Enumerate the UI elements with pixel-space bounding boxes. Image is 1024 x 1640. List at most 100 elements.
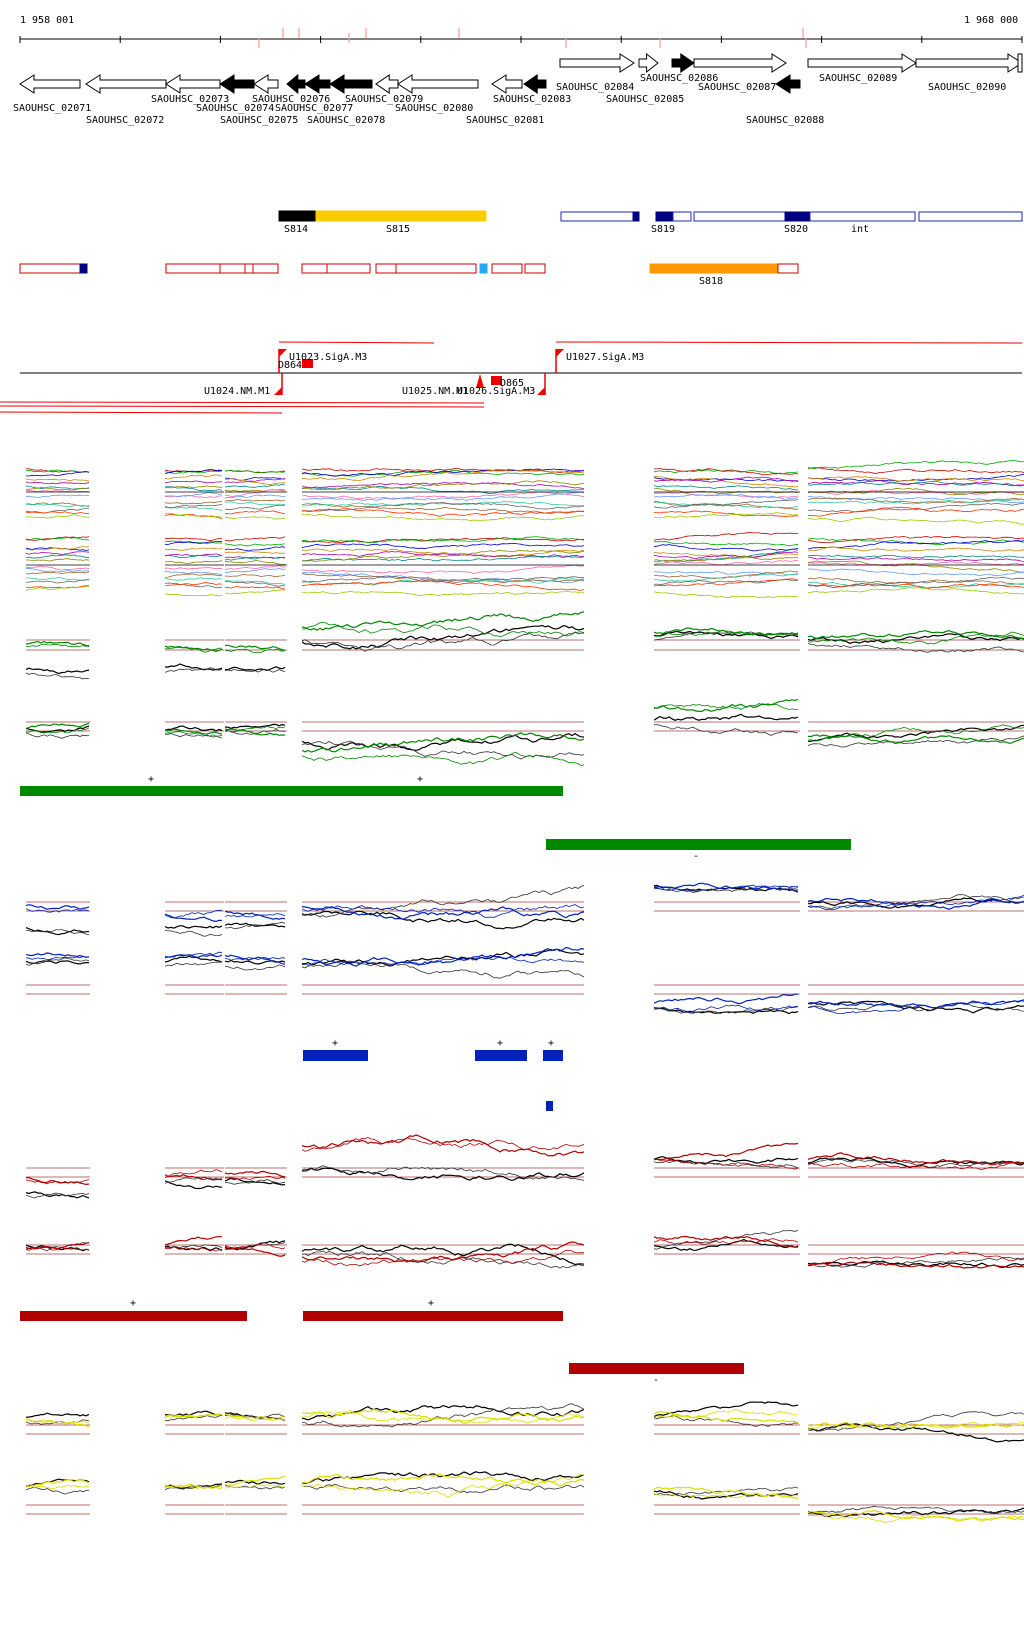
profile-line (302, 543, 584, 550)
multi-profile (165, 469, 224, 520)
profile-line-reference (26, 1192, 90, 1199)
gene-label: SAOUHSC_02075 (220, 115, 298, 126)
profile-line-reference (26, 732, 90, 739)
profile-line (808, 498, 1024, 505)
profile-line (808, 554, 1024, 559)
profile-line (302, 564, 584, 574)
profile-line (26, 640, 90, 648)
transcript-line (555, 341, 1023, 344)
profile-line (26, 494, 90, 498)
profile-line (26, 1177, 90, 1186)
gene-arrow (85, 74, 167, 94)
blue-profile-b (808, 999, 1024, 1015)
profile-line (165, 537, 223, 542)
segment-bar (395, 263, 477, 274)
condition-bars: + + - + + + + + - (20, 774, 851, 1386)
profile-line-reference (26, 672, 90, 680)
profile-line (654, 498, 799, 509)
profile-line (302, 580, 584, 591)
profile-line-reference (302, 624, 584, 650)
condition-bar (475, 1050, 527, 1061)
profile-line (808, 535, 1024, 544)
profile-line-reference (224, 1179, 286, 1185)
profile-line (26, 551, 90, 556)
profile-line (165, 582, 223, 586)
profile-line (165, 1246, 223, 1252)
profile-line (165, 560, 223, 564)
condition-bar (20, 786, 563, 796)
profile-line (302, 468, 584, 477)
strand-sign: + (332, 1038, 338, 1049)
profile-line (224, 585, 286, 590)
profile-line (224, 483, 286, 488)
profile-line (26, 511, 90, 515)
segment-bar (777, 263, 799, 274)
profile-line (165, 540, 223, 544)
gene-arrow (775, 74, 801, 94)
profile-line (165, 469, 223, 474)
profile-line-reference (224, 922, 286, 928)
profile-line (808, 502, 1024, 513)
profile-line (302, 548, 584, 558)
gene-label: SAOUHSC_02088 (746, 115, 824, 126)
profile-line (165, 593, 223, 597)
profile-line-reference (224, 668, 286, 673)
profile-line (165, 582, 223, 589)
profile-line (302, 467, 584, 474)
profile-line (165, 513, 223, 520)
gene-label: SAOUHSC_02074 (196, 103, 274, 114)
profile-line-reference (654, 724, 799, 736)
segment-bar (632, 211, 640, 222)
red-profile-a (26, 1177, 90, 1199)
gene-label: SAOUHSC_02079 (345, 94, 423, 105)
red-profile-b (165, 1236, 223, 1252)
gene-label: SAOUHSC_02085 (606, 94, 684, 105)
green-profile-a (808, 629, 1024, 653)
yellow-profile-b (654, 1486, 799, 1500)
multi-profile (654, 467, 800, 519)
profile-line (302, 611, 584, 631)
profile-line-reference (26, 960, 89, 965)
profile-line (26, 514, 90, 519)
segment-label: S820 (784, 224, 808, 235)
profile-line (654, 475, 799, 488)
profile-line (165, 504, 223, 509)
yellow-profile-a (654, 1401, 799, 1427)
gene-arrow (807, 53, 917, 73)
gene-arrow (491, 74, 523, 94)
profile-line (224, 560, 286, 566)
profile-line (224, 1483, 286, 1489)
segment-bar (672, 211, 692, 222)
profile-line (654, 501, 799, 509)
profile-line (654, 551, 799, 559)
yellow-profile-b (26, 1478, 90, 1495)
condition-bar (303, 1311, 563, 1321)
segment-track: S814 S815 S819 S820 int S818 (19, 210, 1023, 287)
profile-line-reference (165, 663, 223, 671)
gene-label: SAOUHSC_02090 (928, 82, 1006, 93)
profile-line (26, 1419, 90, 1424)
condition-bar (546, 839, 851, 850)
profile-line (302, 513, 584, 522)
segment-bar (809, 211, 916, 222)
profile-line (302, 555, 584, 562)
profile-line (808, 487, 1024, 496)
gene-label: SAOUHSC_02084 (556, 82, 634, 93)
condition-bar (303, 1050, 368, 1061)
profile-line (224, 536, 286, 542)
start-coordinate: 1 958 001 (20, 15, 74, 26)
profile-line-reference (165, 1244, 223, 1249)
multi-profile (224, 536, 287, 595)
profile-line-reference (165, 930, 223, 937)
gene-label: SAOUHSC_02089 (819, 73, 897, 84)
promoter-label: U1025.NM.M1 (402, 386, 468, 397)
profile-line-reference (654, 713, 799, 721)
profile-line (302, 751, 584, 766)
gene-arrow (286, 73, 306, 95)
profile-line (808, 583, 1024, 589)
transcript-line (0, 401, 485, 404)
profile-line (654, 1235, 799, 1248)
segment-label: S815 (386, 224, 410, 235)
strand-sign: - (693, 851, 699, 862)
